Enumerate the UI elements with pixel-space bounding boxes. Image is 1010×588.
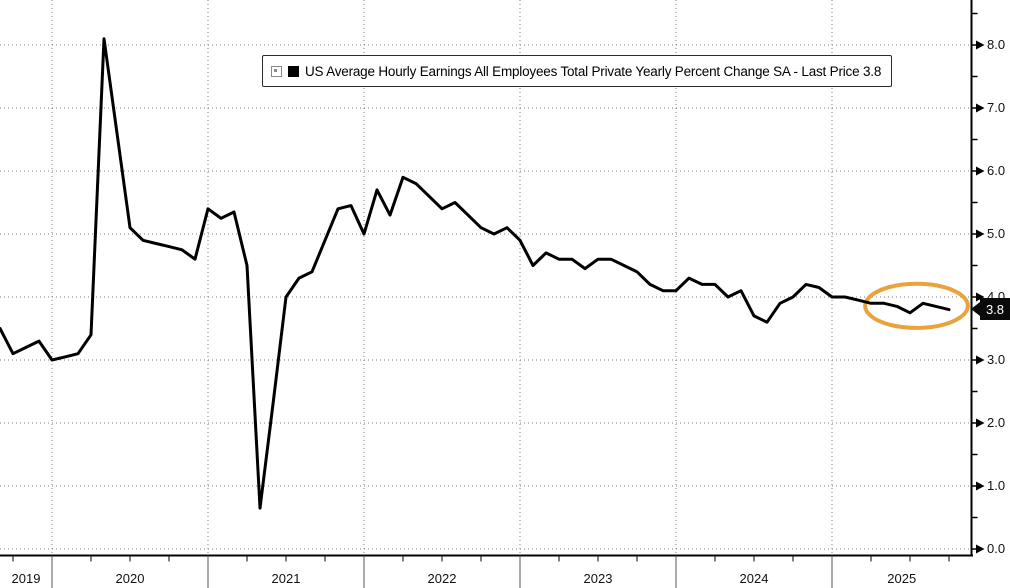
last-price-arrow-icon xyxy=(971,302,980,316)
series-line xyxy=(0,37,951,510)
x-axis-label: 2024 xyxy=(739,571,769,586)
y-tick-arrow-icon xyxy=(976,418,985,428)
y-axis-label: 6.0 xyxy=(987,163,1006,178)
last-price-badge: 3.8 xyxy=(980,298,1010,320)
x-axis-label: 2021 xyxy=(271,571,301,586)
series-swatch-icon xyxy=(288,65,299,77)
y-tick-arrow-icon xyxy=(976,229,985,239)
x-axis-label: 2023 xyxy=(583,571,613,586)
expand-icon[interactable] xyxy=(271,65,282,77)
x-axis-label: 2019 xyxy=(11,571,41,586)
y-axis-label: 0.0 xyxy=(987,541,1006,556)
y-axis-label: 5.0 xyxy=(987,226,1006,241)
y-tick-arrow-icon xyxy=(976,103,985,113)
y-tick-arrow-icon xyxy=(976,544,985,554)
y-axis-label: 3.0 xyxy=(987,352,1006,367)
x-axis-label: 2022 xyxy=(427,571,457,586)
legend-label: US Average Hourly Earnings All Employees… xyxy=(305,63,882,79)
y-axis-label: 8.0 xyxy=(987,37,1006,52)
y-axis-label: 2.0 xyxy=(987,415,1006,430)
x-axis-label: 2020 xyxy=(115,571,145,586)
y-tick-arrow-icon xyxy=(976,481,985,491)
x-axis-label: 2025 xyxy=(887,571,917,586)
highlight-ellipse xyxy=(863,281,970,330)
y-axis-label: 7.0 xyxy=(987,100,1006,115)
y-axis-label: 1.0 xyxy=(987,478,1006,493)
y-tick-arrow-icon xyxy=(976,40,985,50)
y-tick-arrow-icon xyxy=(976,355,985,365)
legend-box[interactable]: US Average Hourly Earnings All Employees… xyxy=(262,55,893,87)
y-tick-arrow-icon xyxy=(976,292,985,302)
y-tick-arrow-icon xyxy=(976,166,985,176)
